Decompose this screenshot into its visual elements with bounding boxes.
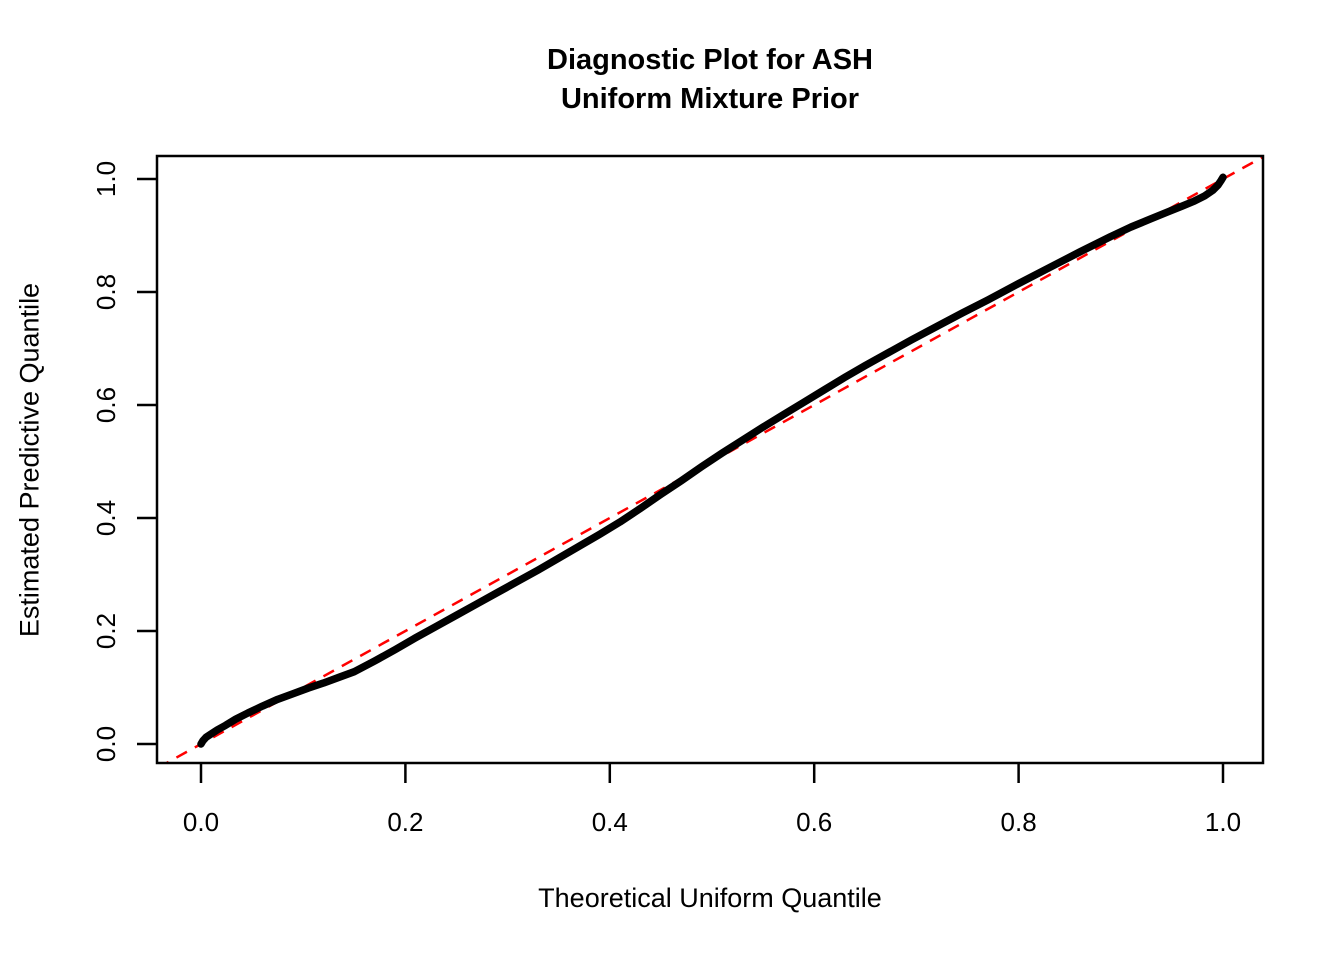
y-axis-tick-label: 0.8 xyxy=(91,274,121,310)
x-axis-tick-label: 0.4 xyxy=(592,807,628,837)
y-axis-tick-label: 0.0 xyxy=(91,726,121,762)
plot-title-line-2: Uniform Mixture Prior xyxy=(560,83,860,115)
x-axis-tick-label: 0.0 xyxy=(183,807,219,837)
y-axis-tick-label: 1.0 xyxy=(91,161,121,197)
y-axis-tick-label: 0.4 xyxy=(91,500,121,536)
y-axis-label: Estimated Predictive Quantile xyxy=(14,282,45,638)
estimated-predictive-quantiles xyxy=(197,173,1227,748)
y-axis-tick-label: 0.6 xyxy=(91,387,121,423)
y-axis-tick-label: 0.2 xyxy=(91,613,121,649)
x-axis-tick-label: 1.0 xyxy=(1205,807,1241,837)
x-axis-tick-label: 0.2 xyxy=(387,807,423,837)
plot-frame xyxy=(155,154,1265,765)
x-axis-tick-label: 0.6 xyxy=(796,807,832,837)
x-axis-label: Theoretical Uniform Quantile xyxy=(538,883,882,913)
plot-title: Diagnostic Plot for ASH Uniform Mixture … xyxy=(157,41,1263,119)
plot-title-line-1: Diagnostic Plot for ASH xyxy=(547,44,873,76)
x-axis-tick-label: 0.8 xyxy=(1001,807,1037,837)
